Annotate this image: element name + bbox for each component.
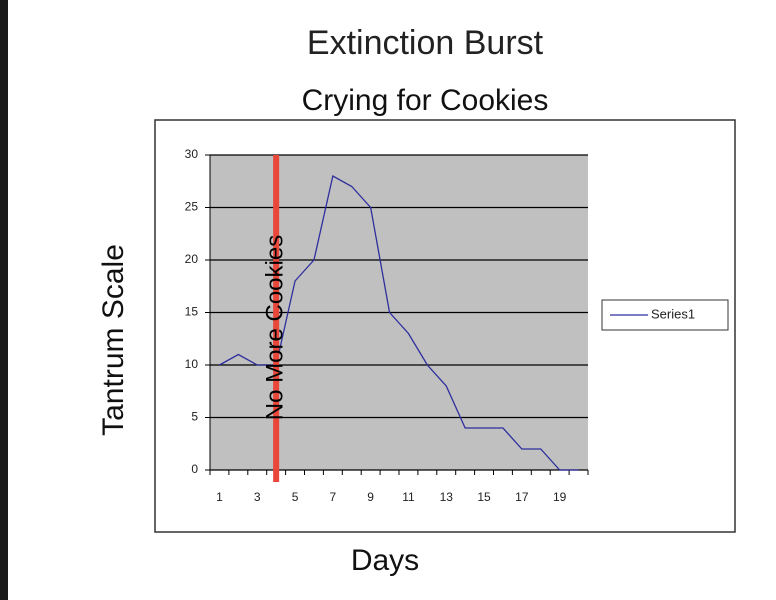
y-tick-label: 15 [185, 305, 199, 319]
x-tick-label: 7 [330, 490, 337, 504]
y-tick-label: 0 [191, 462, 198, 476]
y-axis-label: Tantrum Scale [97, 244, 130, 436]
chart-subtitle: Crying for Cookies [302, 84, 549, 117]
left-edge [0, 0, 8, 600]
x-tick-label: 1 [216, 490, 223, 504]
x-axis-label: Days [351, 544, 419, 577]
y-tick-label: 30 [185, 147, 199, 161]
x-tick-label: 11 [402, 490, 415, 504]
x-tick-label: 9 [367, 490, 374, 504]
x-tick-label: 19 [553, 490, 567, 504]
chart-title: Extinction Burst [307, 24, 544, 62]
y-tick-label: 20 [185, 252, 199, 266]
x-tick-label: 3 [254, 490, 261, 504]
y-tick-label: 25 [185, 200, 199, 214]
y-tick-label: 10 [185, 357, 199, 371]
x-tick-label: 17 [515, 490, 529, 504]
x-tick-label: 13 [440, 490, 454, 504]
event-label: No More Cookies [261, 235, 288, 420]
y-tick-label: 5 [191, 410, 198, 424]
series-line [219, 175, 579, 471]
x-tick-label: 15 [477, 490, 491, 504]
legend-label: Series1 [651, 306, 695, 321]
x-tick-label: 5 [292, 490, 299, 504]
